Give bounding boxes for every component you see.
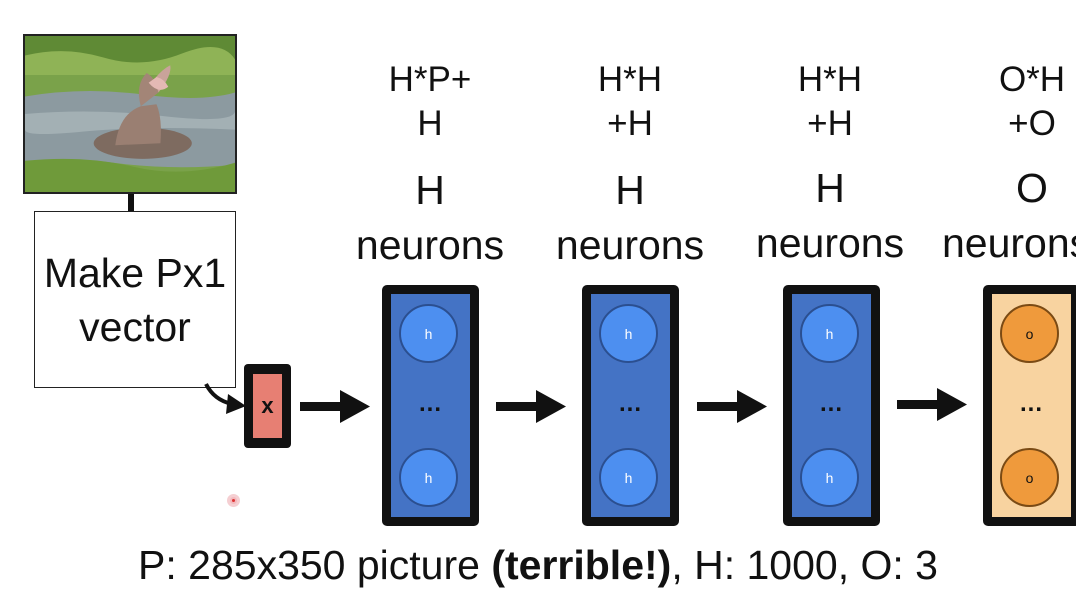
layer-3-params-line-1: H*H [797, 60, 863, 99]
arrow-icon [697, 390, 767, 423]
layer-1-count: H [415, 167, 445, 213]
output-units: neurons [942, 220, 1076, 266]
layer-1-box: h ... h [382, 285, 479, 526]
make-vector-label: Make Px1 vector [43, 249, 227, 350]
arrow-icon [300, 390, 370, 423]
layer-1-params-line-1: H*P+ [388, 60, 472, 99]
output-box-clip: o ... o [983, 285, 1076, 526]
layer-1-params-line-2: H [417, 104, 443, 143]
caption-part-1: P: 285x350 picture [138, 542, 492, 588]
arrow-icon [204, 383, 246, 414]
layer-2-params-line-1: H*H [597, 60, 663, 99]
layer-3-units: neurons [755, 220, 905, 266]
layer-3-box: h ... h [783, 285, 880, 526]
pointer-highlight [227, 494, 240, 507]
layer-2-node-bottom: h [599, 448, 658, 507]
output-node-bottom: o [1000, 448, 1059, 507]
output-box: o ... o [983, 285, 1076, 526]
output-params-line-2: +O [1008, 104, 1056, 143]
caption-emphasis: (terrible!) [491, 542, 672, 588]
layer-2-box: h ... h [582, 285, 679, 526]
output-ellipsis: ... [1019, 390, 1043, 417]
layer-2-node-top: h [599, 304, 658, 363]
layer-2-units: neurons [555, 222, 705, 268]
output-node-top: o [1000, 304, 1059, 363]
layer-2-ellipsis: ... [618, 390, 642, 417]
layer-3-ellipsis: ... [819, 390, 843, 417]
layer-3-params-line-2: +H [807, 104, 853, 143]
layer-2-fill: h ... h [591, 294, 670, 517]
layer-3-node-bottom: h [800, 448, 859, 507]
output-count: O [1016, 165, 1048, 211]
layer-1-node-top: h [399, 304, 458, 363]
output-units-clip: neurons [940, 220, 1076, 270]
hippo-photo [23, 34, 237, 194]
layer-1-ellipsis: ... [418, 390, 442, 417]
layer-2-count: H [615, 167, 645, 213]
caption-part-2: , H: 1000, O: 3 [671, 542, 938, 588]
arrow-icon [496, 390, 566, 423]
input-x-label: x [253, 374, 282, 438]
input-vector-x: x [244, 364, 291, 448]
layer-3-fill: h ... h [792, 294, 871, 517]
layer-1-node-bottom: h [399, 448, 458, 507]
caption: P: 285x350 picture (terrible!), H: 1000,… [0, 539, 1076, 591]
layer-3-count: H [815, 165, 845, 211]
output-params-line-1: O*H [998, 60, 1066, 99]
output-fill: o ... o [992, 294, 1071, 517]
connector-line [128, 194, 134, 214]
layer-1-units: neurons [355, 222, 505, 268]
make-vector-box: Make Px1 vector [34, 211, 236, 388]
layer-3-node-top: h [800, 304, 859, 363]
layer-2-params-line-2: +H [607, 104, 653, 143]
arrow-icon [897, 388, 967, 421]
layer-1-fill: h ... h [391, 294, 470, 517]
